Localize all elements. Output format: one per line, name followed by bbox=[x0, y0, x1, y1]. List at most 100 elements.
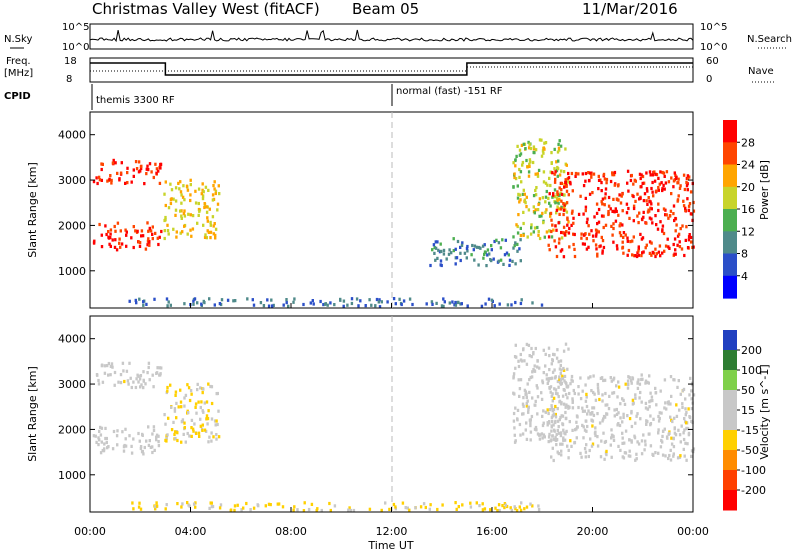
data-cell bbox=[124, 228, 127, 232]
data-cell bbox=[572, 388, 575, 393]
data-cell bbox=[185, 184, 189, 188]
data-cell bbox=[597, 187, 600, 191]
data-cell bbox=[189, 193, 192, 197]
colorbar-tick-label: 8 bbox=[741, 248, 748, 261]
data-cell bbox=[558, 148, 561, 152]
data-cell bbox=[155, 435, 158, 439]
data-cell bbox=[690, 454, 693, 458]
data-cell bbox=[674, 173, 677, 177]
data-cell bbox=[518, 387, 522, 391]
data-cell bbox=[205, 400, 209, 404]
colorbar-tick-label: 4 bbox=[741, 270, 748, 283]
data-cell bbox=[542, 170, 546, 174]
data-cell bbox=[519, 301, 523, 306]
data-cell bbox=[582, 425, 585, 429]
data-cell bbox=[519, 170, 523, 174]
data-cell bbox=[206, 219, 209, 223]
data-cell bbox=[207, 188, 210, 192]
data-cell bbox=[214, 423, 217, 427]
data-cell bbox=[647, 208, 650, 212]
data-cell bbox=[287, 304, 290, 308]
data-cell bbox=[515, 223, 518, 227]
data-cell bbox=[629, 454, 632, 458]
data-cell bbox=[139, 445, 143, 449]
freq-panel bbox=[89, 57, 694, 83]
data-cell bbox=[605, 412, 608, 416]
data-cell bbox=[466, 304, 469, 308]
data-cell bbox=[92, 180, 96, 184]
data-cell bbox=[618, 231, 622, 235]
data-cell bbox=[513, 355, 517, 359]
data-cell bbox=[183, 302, 186, 306]
data-cell bbox=[637, 378, 640, 382]
data-cell bbox=[252, 303, 256, 307]
data-cell bbox=[590, 389, 593, 393]
data-cell bbox=[342, 304, 345, 308]
data-cell bbox=[329, 508, 332, 513]
data-cell bbox=[541, 436, 544, 440]
data-cell bbox=[519, 233, 523, 238]
data-cell bbox=[685, 410, 688, 415]
data-cell bbox=[512, 411, 516, 416]
data-cell bbox=[157, 440, 160, 444]
data-cell bbox=[139, 385, 142, 389]
data-cell bbox=[614, 219, 618, 223]
data-cell bbox=[682, 431, 685, 435]
data-cell bbox=[563, 233, 567, 237]
data-cell bbox=[208, 297, 211, 301]
data-cell bbox=[101, 448, 104, 453]
data-cell bbox=[684, 397, 687, 401]
data-cell bbox=[672, 204, 676, 208]
data-cell bbox=[97, 382, 101, 386]
data-cell bbox=[556, 419, 560, 423]
data-cell bbox=[122, 369, 125, 373]
data-cell bbox=[132, 225, 135, 229]
data-cell bbox=[600, 214, 604, 218]
data-cell bbox=[657, 414, 660, 419]
data-cell bbox=[542, 151, 545, 155]
data-cell bbox=[562, 428, 565, 432]
data-cell bbox=[320, 508, 323, 513]
data-cell bbox=[676, 181, 679, 185]
data-cell bbox=[673, 416, 676, 420]
data-cell bbox=[573, 391, 576, 396]
data-cell bbox=[684, 413, 687, 417]
data-cell bbox=[644, 379, 648, 383]
data-cell bbox=[532, 368, 535, 372]
data-cell bbox=[456, 300, 459, 305]
data-cell bbox=[577, 385, 580, 389]
data-cell bbox=[201, 197, 205, 201]
data-cell bbox=[550, 218, 553, 222]
data-cell bbox=[547, 235, 551, 239]
data-cell bbox=[505, 504, 509, 509]
colorbar-swatch bbox=[723, 350, 737, 371]
data-cell bbox=[603, 378, 607, 382]
data-cell bbox=[514, 177, 518, 181]
data-cell bbox=[448, 248, 451, 252]
data-cell bbox=[650, 207, 653, 211]
data-cell bbox=[664, 181, 668, 185]
data-cell bbox=[183, 214, 187, 218]
data-cell bbox=[611, 233, 614, 237]
data-cell bbox=[518, 394, 521, 398]
data-cell bbox=[613, 414, 616, 418]
data-cell bbox=[555, 356, 559, 360]
data-cell bbox=[139, 166, 143, 171]
data-cell bbox=[649, 414, 652, 418]
data-cell bbox=[565, 403, 568, 407]
colorbar-tick-label: 28 bbox=[741, 136, 755, 149]
data-cell bbox=[174, 208, 178, 212]
data-cell bbox=[548, 432, 551, 436]
data-cell bbox=[211, 193, 215, 197]
data-cell bbox=[534, 188, 537, 193]
data-cell bbox=[584, 450, 588, 454]
data-cell bbox=[214, 236, 217, 240]
data-cell bbox=[439, 263, 442, 267]
data-cell bbox=[548, 248, 551, 252]
data-cell bbox=[642, 433, 645, 437]
data-cell bbox=[645, 243, 648, 247]
data-cell bbox=[537, 233, 540, 237]
data-cell bbox=[561, 414, 565, 418]
data-cell bbox=[653, 179, 657, 183]
data-cell bbox=[236, 503, 239, 507]
